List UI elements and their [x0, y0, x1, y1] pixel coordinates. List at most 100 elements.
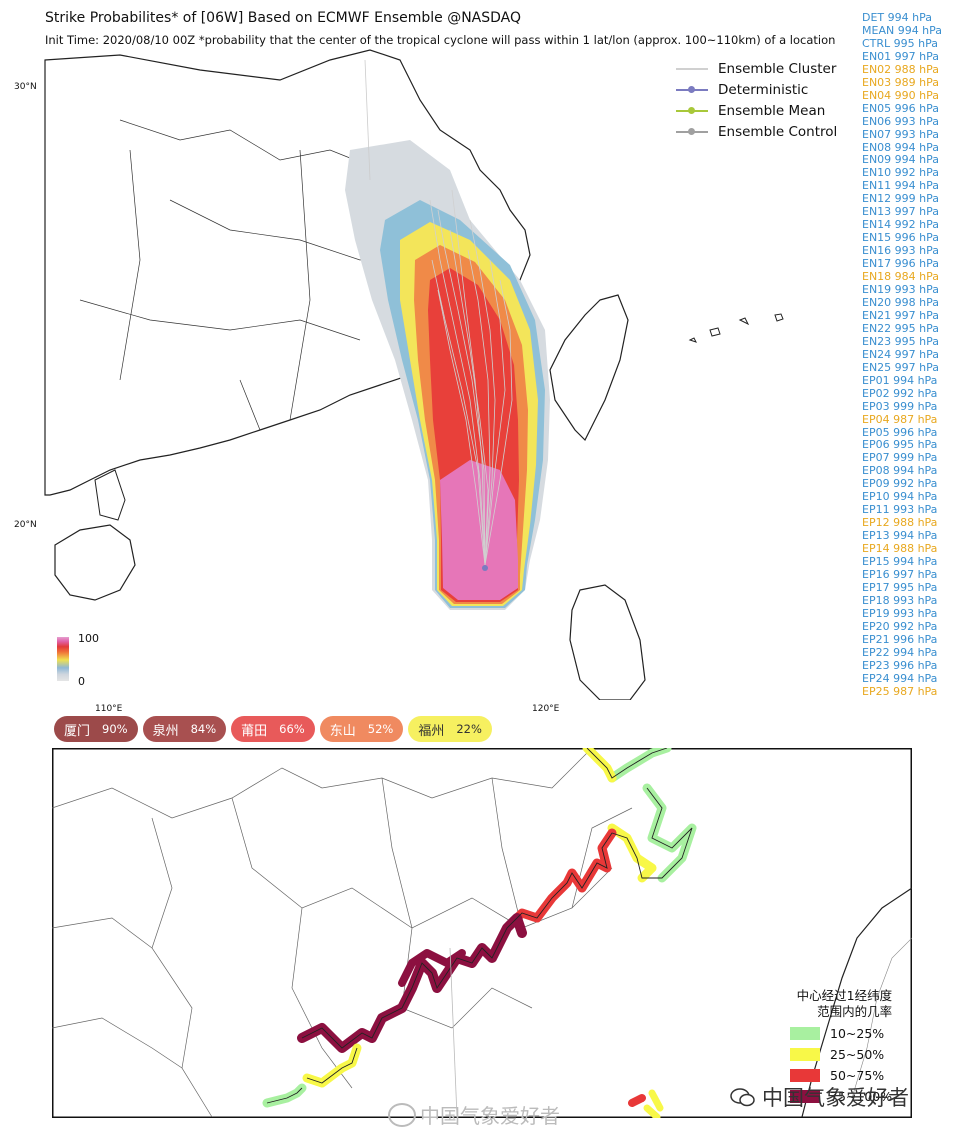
track-legend-swatch	[676, 106, 708, 116]
pressure-item: EP23 996 hPa	[862, 658, 938, 672]
pressure-item: EN20 998 hPa	[862, 295, 940, 309]
bottom-legend-item: 75~100%	[790, 1088, 892, 1104]
pressure-item: EP20 992 hPa	[862, 619, 938, 633]
lon-reference	[364, 59, 371, 181]
pressure-item: EN05 996 hPa	[862, 101, 940, 115]
pressure-item: EP17 995 hPa	[862, 580, 938, 594]
track-legend-swatch	[676, 127, 708, 137]
pressure-item: EP12 988 hPa	[862, 516, 938, 530]
lon-label-right: 120°E	[532, 704, 560, 714]
city-pct: 84%	[190, 722, 217, 736]
bottom-legend-title-1: 中心经过1经纬度	[796, 988, 893, 1003]
pressure-item: EN13 997 hPa	[862, 205, 940, 219]
coast-darkred-bay	[398, 949, 466, 987]
pressure-item: EN21 997 hPa	[862, 308, 940, 322]
bottom-legend-label: 50~75%	[830, 1067, 885, 1083]
lat-label-bottom: 20°N	[14, 520, 37, 530]
city-name: 厦门	[64, 723, 91, 739]
pressure-item: EN03 989 hPa	[862, 75, 940, 89]
county-boundaries	[52, 748, 633, 1118]
pressure-item: EN12 999 hPa	[862, 192, 940, 206]
ryukyu-islands	[688, 313, 784, 343]
city-probability-pill: 莆田 66%	[231, 716, 315, 742]
city-pct: 66%	[279, 722, 305, 736]
bottom-legend-item: 50~75%	[790, 1067, 892, 1083]
bottom-legend-label: 10~25%	[830, 1025, 885, 1041]
bottom-legend-label: 25~50%	[830, 1046, 885, 1062]
lon-label-left: 110°E	[95, 704, 123, 714]
pressure-item: EN09 994 hPa	[862, 153, 940, 167]
bottom-legend-swatch	[790, 1068, 820, 1082]
pressure-item: EP05 996 hPa	[862, 425, 938, 439]
pressure-item: EN11 994 hPa	[862, 179, 940, 193]
track-legend-item: Deterministic	[676, 79, 837, 100]
pressure-item: EN01 997 hPa	[862, 49, 940, 63]
bottom-legend-label: 75~100%	[830, 1088, 893, 1104]
track-legend-label: Ensemble Control	[718, 123, 838, 140]
weibo-watermark: 中国气象爱好者	[388, 1100, 560, 1129]
pressure-item: EP06 995 hPa	[862, 438, 938, 452]
bottom-legend-title-2: 范围内的几率	[817, 1004, 893, 1019]
leizhou-peninsula	[94, 469, 126, 521]
chart-title: Strike Probabilites* of [06W] Based on E…	[45, 10, 522, 26]
map-frame	[52, 748, 912, 1118]
pressure-item: EP24 994 hPa	[862, 671, 938, 685]
swath-pink	[440, 460, 518, 600]
pressure-item: EP22 994 hPa	[862, 645, 938, 659]
pressure-item: CTRL 995 hPa	[862, 36, 939, 50]
lat-label-top: 30°N	[14, 82, 37, 92]
bottom-legend-swatch	[790, 1047, 820, 1061]
pressure-item: EP14 988 hPa	[862, 542, 938, 556]
pressure-item: EN02 988 hPa	[862, 62, 940, 76]
ensemble-tracks	[429, 189, 513, 566]
wechat-watermark: 中国气象爱好者	[730, 1082, 909, 1112]
pressure-item: EN14 992 hPa	[862, 218, 940, 232]
pressure-item: EP09 992 hPa	[862, 477, 938, 491]
pressure-item: EN17 996 hPa	[862, 257, 940, 271]
track-legend-label: Deterministic	[718, 81, 809, 98]
city-probability-pill: 泉州 84%	[142, 716, 227, 742]
coast-red-south	[628, 1094, 646, 1107]
pressure-item: EN24 997 hPa	[862, 347, 940, 361]
city-probability-pills: 厦门 90% 泉州 84% 莆田 66% 东山 52% 福州 22%	[54, 716, 492, 742]
pressure-item: EP11 993 hPa	[862, 503, 938, 517]
fujian-probability-map	[52, 748, 912, 1118]
city-probability-pill: 东山 52%	[319, 716, 404, 742]
city-name: 莆田	[241, 723, 268, 739]
pressure-item: EP10 994 hPa	[862, 490, 938, 504]
city-probability-pill: 福州 22%	[408, 716, 492, 742]
pressure-item: EN04 990 hPa	[862, 88, 940, 102]
track-legend-swatch	[676, 64, 708, 74]
coast-green-south	[262, 1083, 307, 1108]
pressure-item: MEAN 994 hPa	[862, 23, 943, 37]
weibo-watermark-text: 中国气象爱好者	[420, 1104, 560, 1128]
pressure-item: EP15 994 hPa	[862, 555, 938, 569]
pressure-item: EN16 993 hPa	[862, 244, 940, 258]
coast-green-north	[607, 748, 697, 883]
colorbar-min: 0	[78, 675, 85, 688]
pressure-item: EN25 997 hPa	[862, 360, 940, 374]
bottom-legend-swatch	[790, 1026, 820, 1040]
pressure-item: EP13 994 hPa	[862, 529, 938, 543]
pressure-item: EN22 995 hPa	[862, 321, 940, 335]
coast-yellow-south	[302, 1043, 362, 1088]
city-pct: 22%	[456, 722, 482, 736]
coast-yellow-north	[582, 748, 657, 883]
pressure-item: EP08 994 hPa	[862, 464, 938, 478]
coast-darkred	[297, 913, 527, 1053]
coastline-outline	[266, 748, 693, 1104]
pressure-item: EP01 994 hPa	[862, 373, 938, 387]
pressure-item: EN23 995 hPa	[862, 334, 940, 348]
bottom-legend-swatch	[790, 1089, 820, 1103]
track-legend-item: Ensemble Control	[676, 121, 837, 142]
colorbar	[57, 637, 69, 681]
pressure-item: EN07 993 hPa	[862, 127, 940, 141]
city-pct: 90%	[102, 722, 128, 736]
track-line	[449, 947, 458, 1118]
pressure-item: EP16 997 hPa	[862, 567, 938, 581]
pressure-item: EN06 993 hPa	[862, 114, 940, 128]
city-name: 福州	[418, 723, 445, 739]
pressure-item: EP07 999 hPa	[862, 451, 938, 465]
city-probability-pill: 厦门 90%	[54, 716, 138, 742]
pressure-item: DET 994 hPa	[862, 11, 932, 24]
